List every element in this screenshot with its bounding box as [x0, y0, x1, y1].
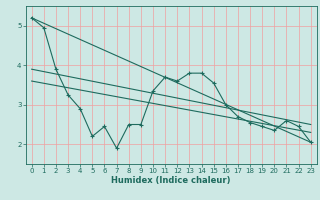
X-axis label: Humidex (Indice chaleur): Humidex (Indice chaleur) — [111, 176, 231, 185]
